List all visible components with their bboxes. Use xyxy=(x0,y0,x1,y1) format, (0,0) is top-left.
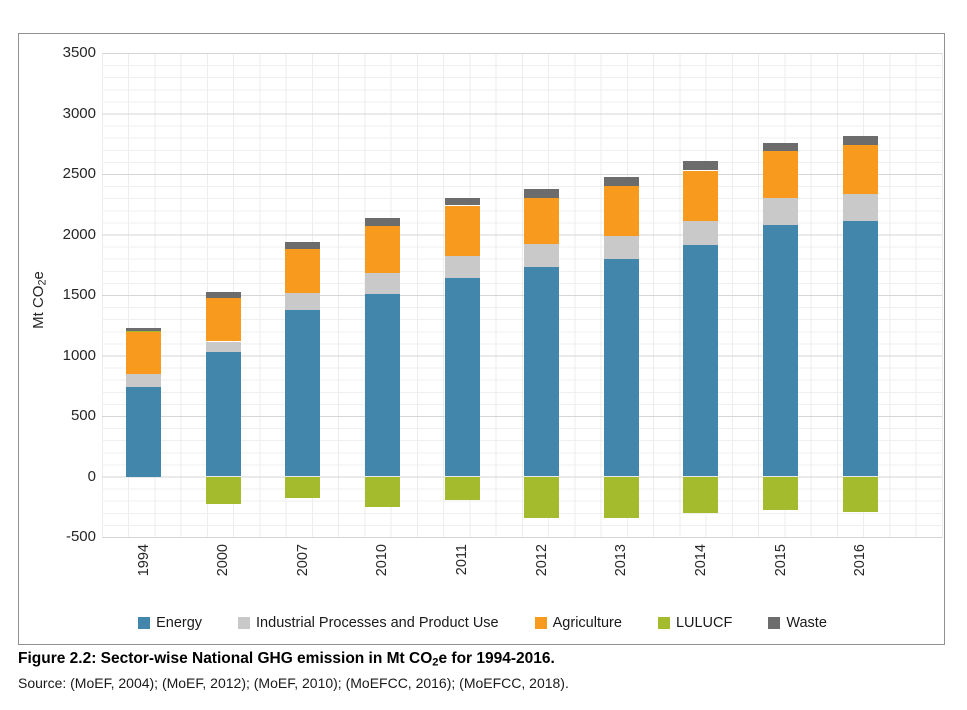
x-tick-2011: 2011 xyxy=(454,544,470,576)
x-tick-2012: 2012 xyxy=(533,544,550,577)
legend-swatch-waste xyxy=(768,617,781,629)
legend-item-industrial-processes-and-product-use: Industrial Processes and Product Use xyxy=(238,615,499,631)
bar-segment-industrial-processes-and-product-use-2007 xyxy=(285,293,321,311)
x-tick-2000: 2000 xyxy=(215,544,232,577)
bar-segment-agriculture-2016 xyxy=(842,144,878,194)
legend-swatch-industrial-processes-and-product-use xyxy=(238,617,251,629)
x-tick-2007: 2007 xyxy=(294,544,311,577)
figure-caption-suffix: e for 1994-2016. xyxy=(438,650,555,667)
bar-segment-lulucf-2012 xyxy=(524,476,560,519)
bar-segment-agriculture-2007 xyxy=(285,249,321,294)
bar-segment-agriculture-1994 xyxy=(126,332,161,374)
y-axis-title-suffix: e xyxy=(30,271,47,280)
bar-segment-energy-2000 xyxy=(205,352,241,477)
bar-segment-lulucf-2000 xyxy=(205,476,241,504)
plot-area xyxy=(102,53,943,538)
figure-caption-text: Figure 2.2: Sector-wise National GHG emi… xyxy=(18,650,433,667)
bar-segment-energy-2011 xyxy=(444,278,480,477)
legend-label-lulucf: LULUCF xyxy=(675,615,733,631)
bar-segment-lulucf-2013 xyxy=(603,476,639,519)
legend-item-lulucf: LULUCF xyxy=(657,615,733,631)
y-tick-1000: 1000 xyxy=(62,346,96,364)
bar-segment-waste-2013 xyxy=(603,177,639,186)
bar-segment-lulucf-2014 xyxy=(683,476,719,513)
bar-segment-waste-1994 xyxy=(126,327,161,331)
legend: Energy Industrial Processes and Product U… xyxy=(19,611,946,635)
bar-segment-industrial-processes-and-product-use-2011 xyxy=(444,256,480,279)
bar-segment-waste-2007 xyxy=(285,242,321,250)
bar-segment-waste-2016 xyxy=(842,135,878,145)
figure-source: Source: (MoEF, 2004); (MoEF, 2012); (MoE… xyxy=(18,675,569,691)
bar-segment-industrial-processes-and-product-use-2016 xyxy=(842,193,878,222)
bar-segment-energy-2010 xyxy=(364,293,400,477)
bar-segment-industrial-processes-and-product-use-2012 xyxy=(524,244,560,268)
y-axis-tick-labels: 3500 3000 2500 2000 1500 1000 500 0 -500 xyxy=(25,44,96,545)
bar-segment-energy-2015 xyxy=(763,225,798,477)
legend-item-waste: Waste xyxy=(768,615,827,631)
y-tick-2000: 2000 xyxy=(62,225,96,243)
legend-swatch-lulucf xyxy=(657,617,670,629)
figure-caption: Figure 2.2: Sector-wise National GHG emi… xyxy=(18,650,948,668)
chart-figure-box: 3500 3000 2500 2000 1500 1000 500 0 -500 Mt CO2e… xyxy=(18,33,945,645)
y-tick-500: 500 xyxy=(70,407,96,424)
bar-segment-lulucf-2007 xyxy=(285,476,321,498)
bar-segment-agriculture-2000 xyxy=(205,298,241,342)
bar-segment-industrial-processes-and-product-use-2010 xyxy=(364,273,400,294)
legend-label-energy: Energy xyxy=(156,615,203,631)
bar-segment-waste-2015 xyxy=(763,142,798,151)
bar-segment-lulucf-2016 xyxy=(842,476,878,512)
bar-segment-agriculture-2013 xyxy=(603,185,639,236)
y-tick-1500: 1500 xyxy=(62,286,96,303)
bar-segment-industrial-processes-and-product-use-2015 xyxy=(763,197,798,226)
bar-segment-lulucf-1994 xyxy=(126,330,161,333)
bar-segment-energy-2013 xyxy=(603,259,639,477)
legend-swatch-energy xyxy=(138,617,151,629)
figure-caption-subscript: 2 xyxy=(432,656,439,669)
bar-segment-agriculture-2015 xyxy=(763,151,798,198)
bar-segment-lulucf-2010 xyxy=(364,476,400,508)
bar-segment-waste-2012 xyxy=(524,189,560,199)
x-tick-2010: 2010 xyxy=(374,544,391,577)
x-tick-1994: 1994 xyxy=(135,544,152,577)
bar-segment-agriculture-2011 xyxy=(444,205,480,257)
bar-segment-lulucf-2015 xyxy=(763,476,798,511)
y-axis-title-subscript: 2 xyxy=(36,279,49,286)
legend-label-agriculture: Agriculture xyxy=(552,615,622,631)
bar-segment-waste-2011 xyxy=(444,197,480,206)
bar-segment-waste-2014 xyxy=(683,161,719,171)
bar-segment-industrial-processes-and-product-use-2014 xyxy=(683,220,719,246)
bar-segment-industrial-processes-and-product-use-2000 xyxy=(205,341,241,353)
bar-segment-energy-2014 xyxy=(683,245,719,477)
x-tick-2015: 2015 xyxy=(772,544,789,577)
bar-segment-agriculture-2014 xyxy=(683,170,719,221)
bar-segment-lulucf-2011 xyxy=(444,476,480,501)
x-tick-2016: 2016 xyxy=(852,544,869,577)
x-tick-2014: 2014 xyxy=(692,544,709,577)
y-tick-3000: 3000 xyxy=(62,104,96,122)
bar-segment-energy-2012 xyxy=(524,267,560,477)
y-axis-title: Mt CO2e xyxy=(29,255,49,345)
legend-swatch-agriculture xyxy=(534,617,547,629)
y-tick-2500: 2500 xyxy=(62,165,96,182)
bar-segment-agriculture-2012 xyxy=(524,198,560,245)
bar-segment-industrial-processes-and-product-use-2013 xyxy=(603,235,639,260)
legend-item-agriculture: Agriculture xyxy=(534,615,622,631)
y-tick-3500: 3500 xyxy=(62,44,96,61)
y-axis-title-text: Mt CO xyxy=(30,285,47,329)
bar-segment-waste-2000 xyxy=(205,292,241,299)
bar-segment-waste-2010 xyxy=(364,217,400,226)
legend-item-energy: Energy xyxy=(138,615,202,631)
bar-segment-energy-1994 xyxy=(126,386,161,477)
legend-label-waste: Waste xyxy=(786,615,827,631)
y-tick--500: -500 xyxy=(65,528,96,545)
y-tick-0: 0 xyxy=(87,467,96,485)
x-tick-2013: 2013 xyxy=(613,544,630,577)
bar-segment-industrial-processes-and-product-use-1994 xyxy=(126,374,161,387)
legend-label-industrial-processes-and-product-use: Industrial Processes and Product Use xyxy=(256,615,499,631)
bar-segment-energy-2016 xyxy=(842,221,878,477)
bar-segment-energy-2007 xyxy=(285,310,321,477)
bar-segment-agriculture-2010 xyxy=(364,225,400,273)
